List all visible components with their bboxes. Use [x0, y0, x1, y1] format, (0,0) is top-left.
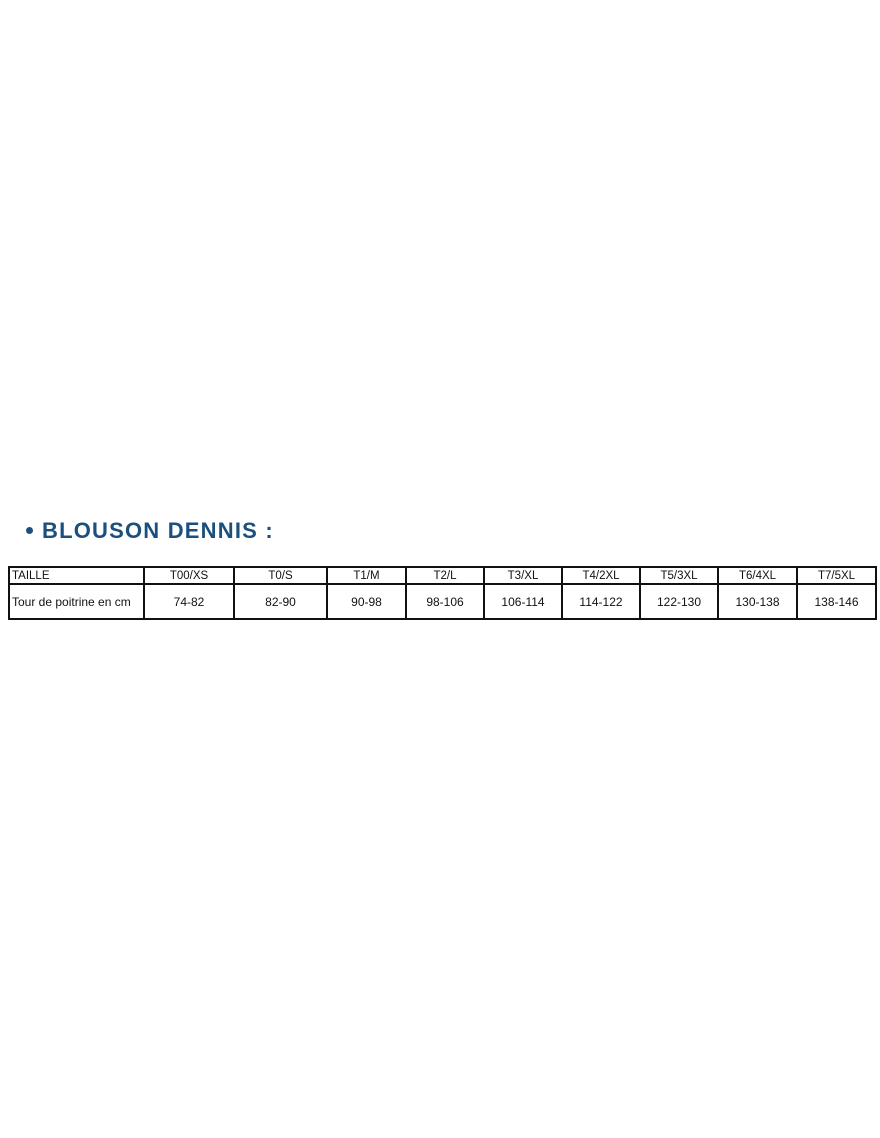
row-label: Tour de poitrine en cm: [8, 583, 145, 620]
header-cell: T4/2XL: [561, 566, 641, 585]
table-cell: 82-90: [233, 583, 328, 620]
table-cell: 106-114: [483, 583, 563, 620]
header-cell: T0/S: [233, 566, 328, 585]
header-cell: T7/5XL: [796, 566, 877, 585]
table-cell: 98-106: [405, 583, 485, 620]
table-cell: 114-122: [561, 583, 641, 620]
table-cell: 122-130: [639, 583, 719, 620]
header-cell: T5/3XL: [639, 566, 719, 585]
table-header-row: TAILLE T00/XS T0/S T1/M T2/L T3/XL T4/2X…: [8, 566, 877, 585]
heading-text: BLOUSON DENNIS :: [42, 518, 274, 543]
section-heading: BLOUSON DENNIS :: [26, 518, 274, 544]
size-table: TAILLE T00/XS T0/S T1/M T2/L T3/XL T4/2X…: [8, 566, 877, 620]
table-cell: 74-82: [143, 583, 235, 620]
table-cell: 130-138: [717, 583, 798, 620]
bullet-icon: [26, 526, 33, 534]
table-row: Tour de poitrine en cm 74-82 82-90 90-98…: [8, 583, 877, 620]
header-cell: T2/L: [405, 566, 485, 585]
header-cell: T1/M: [326, 566, 407, 585]
header-cell: T3/XL: [483, 566, 563, 585]
header-cell: T6/4XL: [717, 566, 798, 585]
table-cell: 90-98: [326, 583, 407, 620]
table-cell: 138-146: [796, 583, 877, 620]
header-cell: TAILLE: [8, 566, 145, 585]
header-cell: T00/XS: [143, 566, 235, 585]
